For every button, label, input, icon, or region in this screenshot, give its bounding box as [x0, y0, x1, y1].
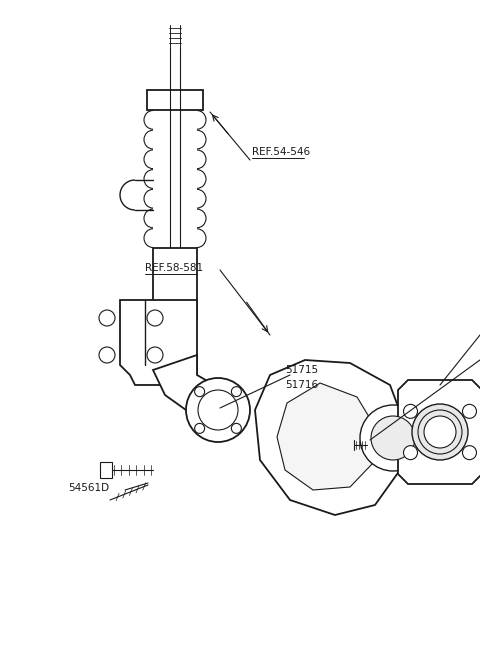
Circle shape	[360, 405, 426, 471]
Polygon shape	[153, 355, 243, 425]
Circle shape	[412, 404, 468, 460]
Circle shape	[463, 404, 477, 419]
Circle shape	[404, 445, 418, 460]
Polygon shape	[255, 360, 405, 515]
Text: REF.58-581: REF.58-581	[145, 263, 203, 273]
Polygon shape	[153, 248, 197, 320]
Circle shape	[231, 386, 241, 397]
Text: REF.54-546: REF.54-546	[252, 147, 310, 157]
Circle shape	[424, 416, 456, 448]
Text: 51716: 51716	[285, 380, 318, 390]
Circle shape	[194, 386, 204, 397]
Polygon shape	[398, 380, 480, 484]
Circle shape	[147, 347, 163, 363]
Text: 54561D: 54561D	[68, 483, 109, 493]
Polygon shape	[120, 300, 197, 385]
Circle shape	[198, 390, 238, 430]
Polygon shape	[277, 383, 377, 490]
Circle shape	[231, 423, 241, 434]
Circle shape	[404, 404, 418, 419]
Circle shape	[194, 423, 204, 434]
Text: 51715: 51715	[285, 365, 318, 375]
Circle shape	[99, 347, 115, 363]
Circle shape	[186, 378, 250, 442]
Polygon shape	[100, 462, 112, 478]
Circle shape	[371, 416, 415, 460]
Circle shape	[99, 310, 115, 326]
Circle shape	[463, 445, 477, 460]
Polygon shape	[147, 90, 203, 110]
Circle shape	[147, 310, 163, 326]
